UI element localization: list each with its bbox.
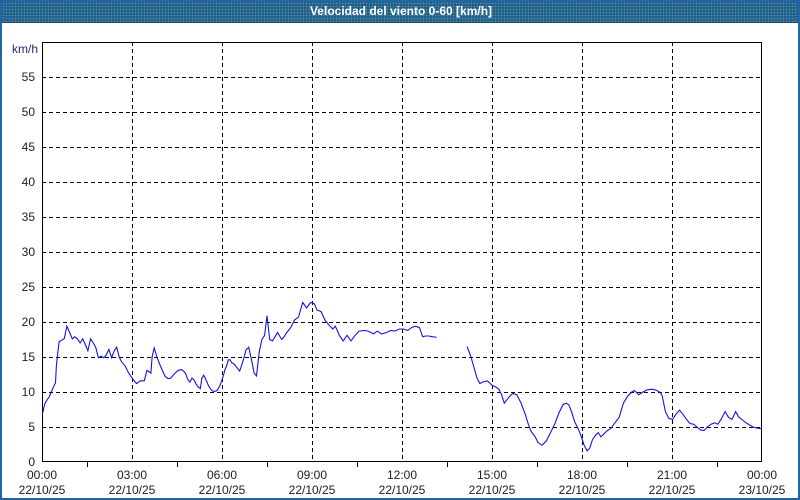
svg-text:15:00: 15:00 [477, 468, 507, 482]
svg-text:18:00: 18:00 [567, 468, 597, 482]
svg-text:22/10/25: 22/10/25 [19, 483, 66, 497]
svg-text:23/10/25: 23/10/25 [739, 483, 786, 497]
svg-text:00:00: 00:00 [747, 468, 777, 482]
svg-text:55: 55 [22, 70, 36, 84]
svg-text:21:00: 21:00 [657, 468, 687, 482]
svg-text:22/10/25: 22/10/25 [649, 483, 696, 497]
svg-text:45: 45 [22, 140, 36, 154]
svg-text:03:00: 03:00 [117, 468, 147, 482]
svg-text:09:00: 09:00 [297, 468, 327, 482]
svg-text:30: 30 [22, 245, 36, 259]
svg-text:12:00: 12:00 [387, 468, 417, 482]
svg-text:5: 5 [28, 420, 35, 434]
svg-text:06:00: 06:00 [207, 468, 237, 482]
svg-text:22/10/25: 22/10/25 [109, 483, 156, 497]
svg-text:35: 35 [22, 210, 36, 224]
svg-text:22/10/25: 22/10/25 [199, 483, 246, 497]
svg-text:22/10/25: 22/10/25 [559, 483, 606, 497]
svg-text:22/10/25: 22/10/25 [469, 483, 516, 497]
svg-text:20: 20 [22, 315, 36, 329]
svg-text:10: 10 [22, 385, 36, 399]
svg-text:00:00: 00:00 [27, 468, 57, 482]
svg-text:25: 25 [22, 280, 36, 294]
svg-text:50: 50 [22, 105, 36, 119]
svg-text:km/h: km/h [12, 42, 38, 56]
svg-text:40: 40 [22, 175, 36, 189]
svg-text:0: 0 [28, 455, 35, 469]
svg-text:22/10/25: 22/10/25 [289, 483, 336, 497]
svg-text:22/10/25: 22/10/25 [379, 483, 426, 497]
svg-text:15: 15 [22, 350, 36, 364]
